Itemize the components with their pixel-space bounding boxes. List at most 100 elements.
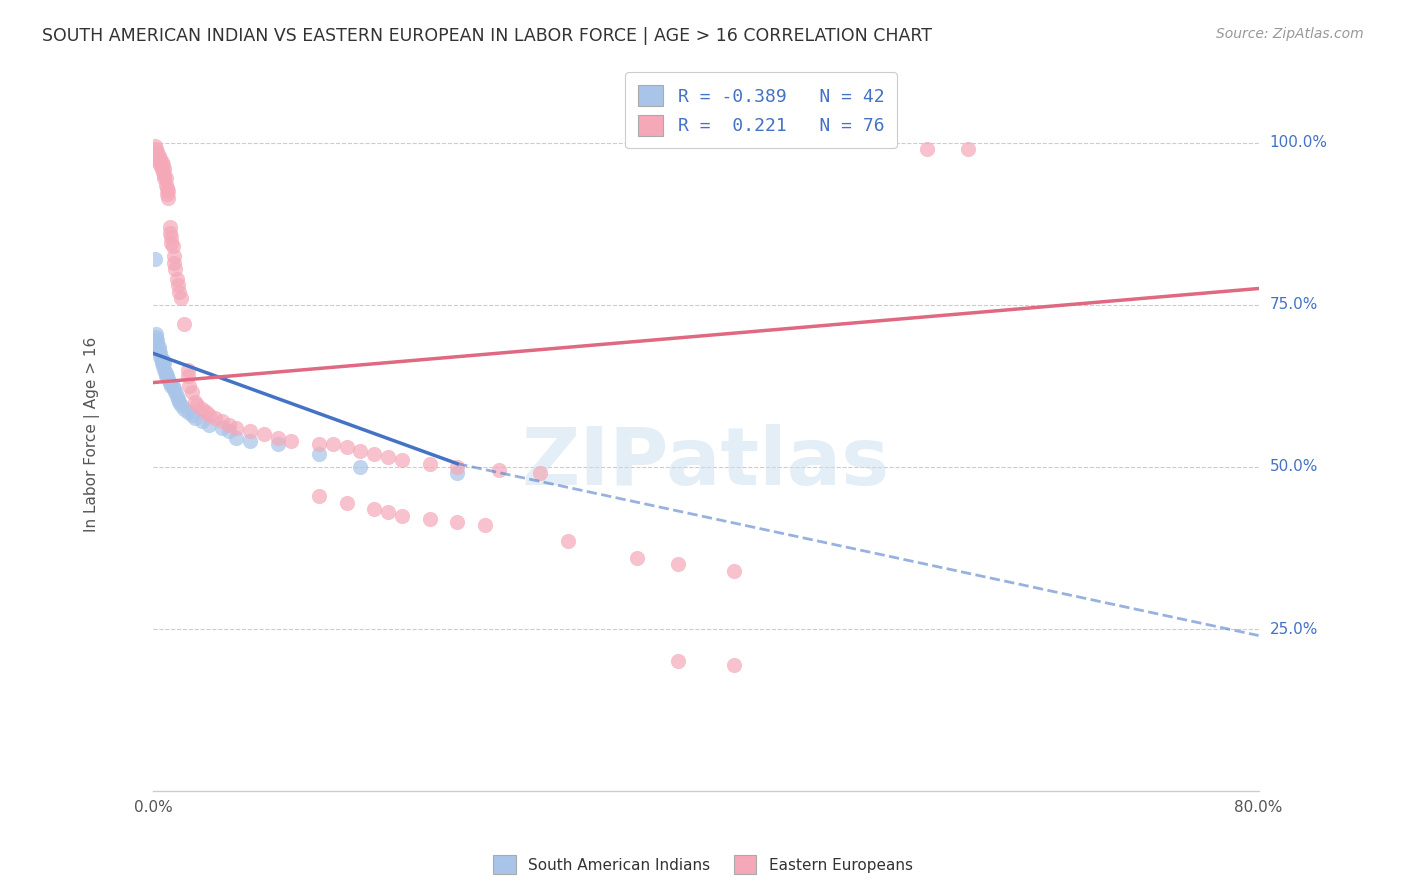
Point	[177, 405, 200, 419]
Point	[143, 252, 166, 267]
Point	[148, 343, 170, 358]
Point	[149, 350, 172, 364]
Point	[529, 467, 551, 481]
Point	[153, 161, 176, 176]
Text: 100.0%: 100.0%	[1270, 135, 1327, 150]
Text: ZIPatlas: ZIPatlas	[522, 424, 890, 502]
Legend: R = -0.389   N = 42, R =  0.221   N = 76: R = -0.389 N = 42, R = 0.221 N = 76	[626, 72, 897, 148]
Point	[308, 447, 330, 461]
Point	[391, 453, 413, 467]
Point	[177, 362, 200, 376]
Point	[666, 655, 689, 669]
Point	[148, 155, 170, 169]
Point	[225, 421, 247, 435]
Point	[150, 155, 173, 169]
Point	[363, 447, 385, 461]
Point	[160, 229, 183, 244]
Point	[186, 398, 208, 412]
Text: 50.0%: 50.0%	[1270, 459, 1317, 475]
Point	[446, 515, 468, 529]
Point	[156, 187, 179, 202]
Point	[155, 178, 177, 192]
Point	[179, 379, 201, 393]
Point	[146, 336, 169, 351]
Point	[181, 408, 204, 422]
Point	[723, 564, 745, 578]
Point	[163, 249, 186, 263]
Point	[167, 392, 190, 406]
Point	[723, 657, 745, 672]
Point	[190, 401, 212, 416]
Point	[474, 518, 496, 533]
Point	[349, 443, 371, 458]
Text: SOUTH AMERICAN INDIAN VS EASTERN EUROPEAN IN LABOR FORCE | AGE > 16 CORRELATION : SOUTH AMERICAN INDIAN VS EASTERN EUROPEA…	[42, 27, 932, 45]
Point	[225, 431, 247, 445]
Point	[153, 362, 176, 376]
Point	[159, 376, 181, 390]
Point	[204, 411, 226, 425]
Point	[218, 424, 240, 438]
Point	[197, 417, 219, 432]
Point	[152, 165, 174, 179]
Point	[183, 411, 205, 425]
Point	[391, 508, 413, 523]
Point	[957, 142, 980, 156]
Point	[308, 437, 330, 451]
Point	[152, 158, 174, 172]
Point	[149, 158, 172, 172]
Point	[280, 434, 302, 448]
Point	[155, 171, 177, 186]
Point	[308, 489, 330, 503]
Point	[349, 459, 371, 474]
Point	[488, 463, 510, 477]
Point	[152, 352, 174, 367]
Point	[156, 369, 179, 384]
Point	[446, 467, 468, 481]
Point	[336, 441, 359, 455]
Point	[377, 450, 399, 465]
Point	[169, 395, 191, 409]
Point	[153, 168, 176, 182]
Point	[146, 145, 169, 160]
Point	[167, 278, 190, 293]
Point	[159, 219, 181, 234]
Point	[197, 408, 219, 422]
Point	[915, 142, 938, 156]
Point	[146, 334, 169, 348]
Point	[166, 272, 188, 286]
Legend: South American Indians, Eastern Europeans: South American Indians, Eastern European…	[488, 849, 918, 880]
Text: Source: ZipAtlas.com: Source: ZipAtlas.com	[1216, 27, 1364, 41]
Point	[253, 427, 276, 442]
Point	[170, 291, 193, 305]
Point	[148, 148, 170, 162]
Point	[266, 431, 288, 445]
Point	[157, 191, 180, 205]
Point	[266, 437, 288, 451]
Point	[165, 385, 187, 400]
Point	[150, 356, 173, 370]
Point	[377, 505, 399, 519]
Point	[149, 152, 172, 166]
Point	[145, 330, 167, 344]
Point	[194, 405, 217, 419]
Point	[146, 152, 169, 166]
Point	[166, 388, 188, 402]
Point	[183, 395, 205, 409]
Point	[419, 512, 441, 526]
Point	[177, 369, 200, 384]
Text: In Labor Force | Age > 16: In Labor Force | Age > 16	[84, 337, 100, 533]
Point	[239, 424, 262, 438]
Point	[170, 398, 193, 412]
Point	[239, 434, 262, 448]
Point	[163, 382, 186, 396]
Point	[557, 534, 579, 549]
Point	[160, 236, 183, 251]
Point	[162, 379, 184, 393]
Point	[446, 459, 468, 474]
Point	[169, 285, 191, 299]
Point	[159, 227, 181, 241]
Point	[149, 346, 172, 360]
Point	[211, 415, 233, 429]
Point	[153, 171, 176, 186]
Point	[173, 401, 195, 416]
